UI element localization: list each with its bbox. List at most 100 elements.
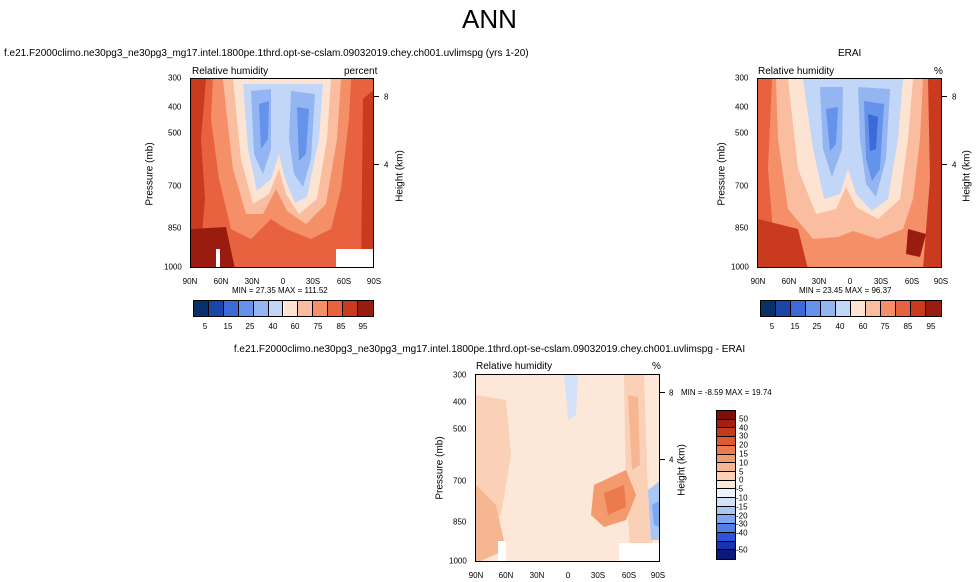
model-ytick-700: 700 — [168, 181, 182, 191]
obs-ytick-300: 300 — [735, 73, 749, 83]
obs-xtick-30n: 30N — [811, 277, 827, 286]
diff-cb-label-m5: -5 — [736, 484, 744, 494]
obs-nh-sfc-max — [758, 219, 808, 267]
model-cb-label-75: 75 — [313, 322, 323, 331]
model-colorbar-cell — [328, 301, 344, 316]
obs-ytick-500: 500 — [735, 128, 749, 138]
diff-colorbar-cell — [717, 524, 735, 533]
model-xtick-60s: 60S — [336, 277, 352, 286]
diff-cb-label-m50: -50 — [736, 545, 748, 555]
model-plot-area — [190, 78, 374, 268]
obs-nh-pole-band — [758, 79, 776, 267]
obs-height-tick-mark-8 — [942, 96, 947, 97]
obs-case-title: ERAI — [838, 48, 862, 59]
obs-xtick-90n: 90N — [750, 277, 766, 286]
diff-xtick-30s: 30S — [590, 571, 606, 580]
obs-cb-label-75: 75 — [880, 322, 890, 331]
diff-xtick-90s: 90S — [650, 571, 666, 580]
diff-colorbar-cell — [717, 541, 735, 551]
obs-colorbar-cell — [836, 301, 851, 316]
model-colorbar-cell — [194, 301, 209, 316]
obs-cb-label-25: 25 — [812, 322, 822, 331]
diff-height-tick-8: 8 — [669, 388, 674, 398]
diff-missing-topo-2 — [619, 543, 659, 561]
diff-colorbar-cell — [717, 515, 735, 525]
diff-ytick-500: 500 — [453, 424, 467, 434]
diff-colorbar — [716, 410, 736, 560]
model-cb-label-40: 40 — [268, 322, 278, 331]
model-case-title: f.e21.F2000climo.ne30pg3_ne30pg3_mg17.in… — [4, 48, 529, 59]
diff-xtick-30n: 30N — [529, 571, 545, 580]
model-colorbar-cell — [283, 301, 299, 316]
diff-missing-topo-1 — [498, 541, 506, 561]
diff-colorbar-cell — [717, 463, 735, 472]
obs-cb-label-40: 40 — [835, 322, 845, 331]
model-minmax: MIN = 27.35 MAX = 111.52 — [232, 286, 328, 295]
diff-minmax: MIN = -8.59 MAX = 19.74 — [681, 388, 772, 397]
diff-eq-minus — [564, 375, 578, 420]
diff-case-title: f.e21.F2000climo.ne30pg3_ne30pg3_mg17.in… — [233, 344, 746, 355]
model-height-tick-4: 4 — [384, 160, 389, 170]
obs-colorbar-cell — [761, 301, 776, 316]
model-nh-pole-band — [191, 79, 206, 267]
diff-ytick-1000: 1000 — [449, 556, 467, 566]
model-cb-label-25: 25 — [245, 322, 255, 331]
model-colorbar-cell — [223, 301, 239, 316]
diff-cb-label-30: 30 — [739, 431, 748, 441]
diff-xtick-60s: 60S — [621, 571, 637, 580]
diff-colorbar-cell — [717, 532, 735, 542]
obs-colorbar-cell — [791, 301, 806, 316]
obs-cb-label-85: 85 — [903, 322, 913, 331]
diff-cb-label-m30: -30 — [736, 519, 748, 529]
model-xtick-90n: 90N — [182, 277, 198, 286]
obs-colorbar-cell — [866, 301, 881, 316]
model-height-tick-mark-8 — [374, 96, 379, 97]
obs-ytick-850: 850 — [735, 223, 749, 233]
model-ytick-500: 500 — [168, 128, 182, 138]
model-colorbar-cell — [268, 301, 284, 316]
model-cb-label-15: 15 — [223, 322, 233, 331]
obs-colorbar-cell — [851, 301, 866, 316]
diff-xtick-90n: 90N — [468, 571, 484, 580]
obs-cb-label-15: 15 — [790, 322, 800, 331]
model-colorbar-cell — [208, 301, 224, 316]
diff-colorbar-cell — [717, 498, 735, 507]
diff-cb-label-15: 15 — [739, 449, 748, 459]
diff-cb-label-0: 0 — [739, 475, 744, 485]
obs-units-label: % — [934, 66, 943, 77]
model-cb-label-5: 5 — [202, 322, 208, 331]
obs-colorbar-cell — [926, 301, 941, 316]
diff-colorbar-cell — [717, 471, 735, 481]
obs-sh-pole-band — [923, 79, 941, 267]
obs-height-tick-mark-4 — [942, 164, 947, 165]
diff-plot-area — [475, 374, 660, 562]
diff-cb-label-50: 50 — [739, 414, 748, 424]
model-missing-topo-1 — [216, 249, 220, 267]
diff-height-tick-mark-8 — [660, 392, 665, 393]
model-ytick-300: 300 — [168, 73, 182, 83]
diff-cb-label-m20: -20 — [736, 511, 748, 521]
model-units-label: percent — [344, 66, 378, 77]
diff-colorbar-cell — [717, 550, 735, 559]
model-cb-label-85: 85 — [336, 322, 346, 331]
obs-cb-label-95: 95 — [926, 322, 936, 331]
model-colorbar-cell — [358, 301, 373, 316]
obs-cb-label-5: 5 — [769, 322, 775, 331]
obs-colorbar-cell — [821, 301, 836, 316]
diff-cb-label-m10: -10 — [736, 493, 748, 503]
model-y2label: Height (km) — [394, 150, 406, 202]
obs-colorbar-cell — [911, 301, 926, 316]
model-colorbar-cell — [238, 301, 254, 316]
obs-nh-dry-core — [826, 107, 838, 151]
diff-colorbar-cell — [717, 411, 735, 420]
model-nh-dry-core — [259, 101, 269, 149]
diff-height-tick-mark-4 — [660, 459, 665, 460]
diff-colorbar-cells — [717, 411, 735, 559]
obs-ytick-1000: 1000 — [731, 262, 749, 272]
diff-cb-label-10: 10 — [739, 458, 748, 468]
diff-ytick-300: 300 — [453, 370, 467, 380]
model-xtick-30s: 30S — [305, 277, 321, 286]
diff-colorbar-cell — [717, 454, 735, 464]
diff-height-tick-4: 4 — [669, 455, 674, 465]
diff-colorbar-cell — [717, 437, 735, 446]
